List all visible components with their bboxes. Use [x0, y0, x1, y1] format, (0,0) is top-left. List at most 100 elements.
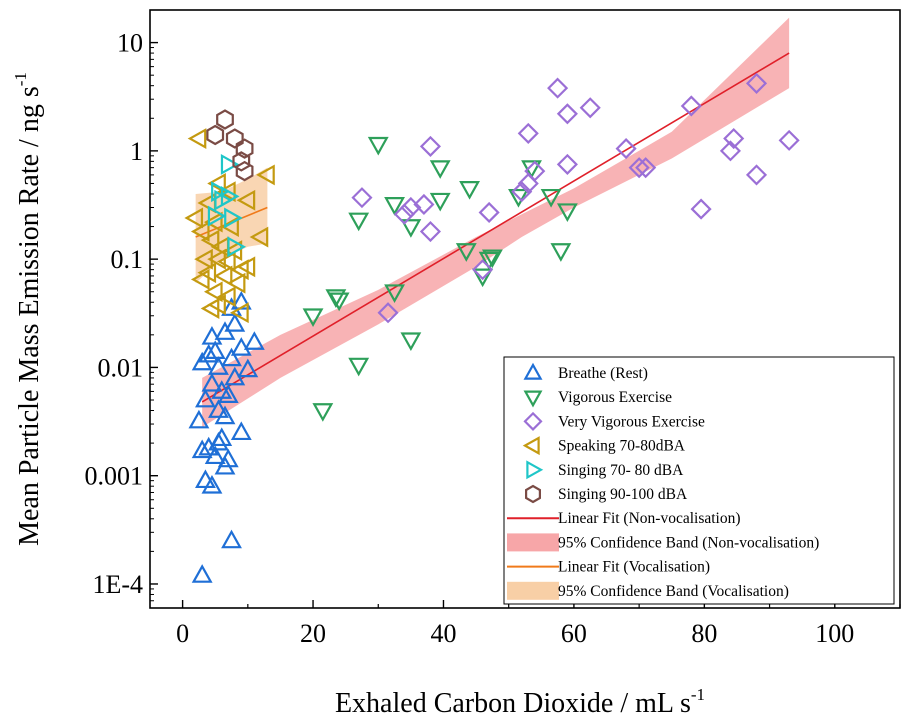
x-axis-label: Exhaled Carbon Dioxide / mL s-1 — [335, 685, 705, 719]
data-point — [184, 207, 204, 229]
data-point — [478, 251, 500, 271]
data-point — [213, 265, 233, 287]
series-3 — [184, 128, 275, 324]
data-point — [221, 297, 242, 316]
data-point — [511, 181, 533, 203]
data-point — [217, 286, 236, 308]
data-point — [190, 221, 210, 242]
data-point — [413, 193, 435, 216]
data-point — [419, 220, 441, 243]
data-point — [719, 140, 741, 162]
legend-label: Very Vigorous Exercise — [558, 413, 705, 430]
y-axis-ticks: 1E-4 0.001 0.01 0.1 1 10 — [85, 9, 158, 609]
data-point — [351, 187, 373, 209]
data-point — [249, 226, 269, 248]
legend-marker — [522, 436, 540, 456]
data-point — [211, 181, 230, 203]
x-tick-label: 60 — [561, 619, 587, 648]
data-point — [547, 77, 569, 99]
data-point — [190, 268, 210, 290]
data-point — [419, 135, 441, 157]
data-point — [194, 248, 213, 270]
y-axis-label: Mean Particle Mass Emission Rate / ng s-… — [11, 72, 45, 546]
data-point — [540, 188, 562, 208]
data-point — [187, 128, 207, 149]
data-point — [232, 151, 251, 172]
data-point — [400, 332, 422, 352]
data-point — [204, 340, 226, 360]
data-point — [198, 436, 220, 456]
legend-marker — [526, 460, 544, 480]
data-point — [628, 157, 650, 179]
data-point — [208, 399, 229, 418]
legend-label: Singing 70- 80 dBA — [558, 462, 684, 479]
legend-marker — [525, 484, 541, 504]
data-point — [221, 529, 242, 549]
data-point — [217, 181, 236, 203]
x-tick-label: 0 — [176, 619, 189, 648]
data-point — [217, 384, 239, 403]
legend-item: 95% Confidence Band (Non-vocalisation) — [507, 533, 819, 552]
data-point — [256, 164, 275, 186]
legend-label: Singing 90-100 dBA — [558, 486, 688, 503]
legend-item: Very Vigorous Exercise — [523, 411, 705, 431]
data-point — [225, 128, 244, 149]
fit-line-non-vocalisation — [201, 52, 790, 403]
data-point — [723, 127, 745, 150]
data-point — [191, 564, 213, 583]
confidence-bands — [195, 17, 790, 428]
legend-item: Singing 70- 80 dBA — [526, 460, 684, 480]
data-point — [224, 207, 243, 229]
legend-item: 95% Confidence Band (Vocalisation) — [507, 581, 789, 600]
data-point — [217, 448, 239, 468]
y-axis-label-text: Mean Particle Mass Emission Rate / ng s — [14, 86, 45, 546]
x-tick-label: 20 — [300, 619, 326, 648]
data-point — [201, 474, 223, 494]
series-4 — [207, 153, 247, 258]
y-axis-label-superscript: -1 — [11, 72, 30, 86]
data-point — [400, 196, 422, 219]
data-point — [230, 259, 249, 281]
y-tick-label: 1 — [130, 137, 143, 166]
data-point — [367, 136, 389, 156]
data-point — [191, 439, 213, 459]
data-point — [230, 302, 249, 324]
x-tick-label: 100 — [815, 619, 854, 648]
x-axis-label-text: Exhaled Carbon Dioxide / mL s — [335, 688, 691, 719]
data-point — [384, 197, 405, 216]
legend-label: Linear Fit (Vocalisation) — [558, 559, 710, 576]
series-1 — [302, 136, 578, 422]
data-point — [429, 192, 451, 212]
data-point — [508, 188, 529, 208]
data-point — [556, 203, 578, 222]
data-point — [198, 343, 220, 363]
y-tick-label: 10 — [117, 29, 143, 58]
x-tick-label: 80 — [691, 619, 717, 648]
data-point — [227, 236, 247, 258]
data-point — [216, 109, 234, 130]
legend-item: Linear Fit (Vocalisation) — [507, 559, 710, 576]
legend-item: Breathe (Rest) — [523, 362, 648, 382]
data-point — [550, 243, 572, 262]
legend-item: Singing 90-100 dBA — [525, 484, 688, 504]
data-point — [325, 289, 347, 308]
data-point — [201, 372, 223, 392]
data-point — [221, 347, 242, 367]
data-point — [235, 138, 254, 159]
plot-frame — [149, 9, 901, 609]
data-point — [745, 164, 768, 186]
data-point — [195, 469, 216, 489]
data-point — [478, 201, 500, 223]
data-point — [348, 212, 370, 232]
data-point — [472, 268, 494, 288]
data-point — [226, 272, 246, 294]
data-points — [184, 72, 800, 583]
data-point — [237, 358, 259, 378]
confidence-band-non-vocalisation — [202, 17, 790, 428]
data-point — [201, 325, 223, 345]
legend-marker — [523, 390, 543, 408]
data-point — [236, 189, 256, 211]
data-point — [690, 198, 712, 220]
data-point — [429, 160, 451, 179]
series-5 — [206, 109, 254, 182]
